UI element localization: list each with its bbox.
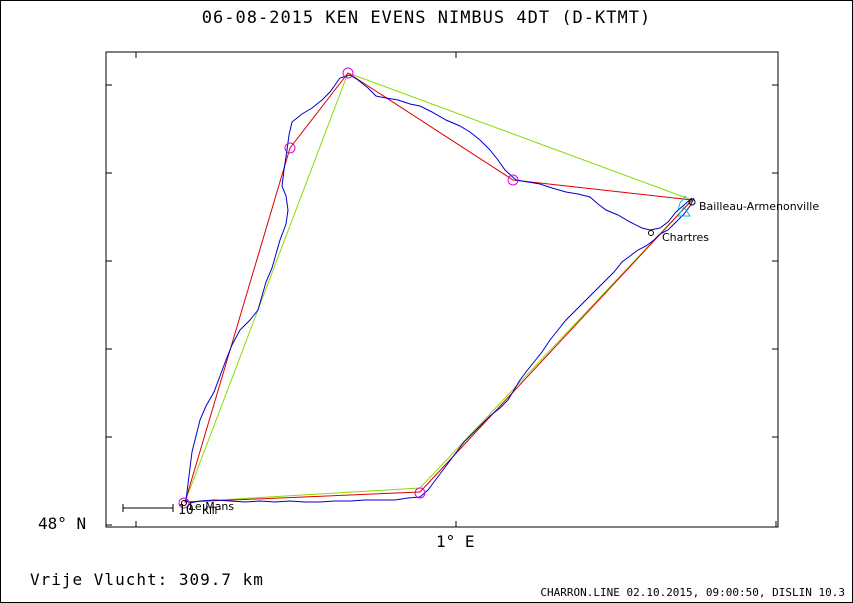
start-track xyxy=(677,195,687,211)
turnpoint-2 xyxy=(284,142,296,154)
turnpoint-1 xyxy=(342,67,354,79)
airfield-bailleau xyxy=(688,198,696,206)
start-marker xyxy=(677,206,691,217)
flight-track xyxy=(185,74,695,504)
credits-label: CHARRON.LINE 02.10.2015, 09:00:50, DISLI… xyxy=(540,586,845,599)
turnpoint-3 xyxy=(507,174,519,186)
axis-ticks-bottom xyxy=(135,521,777,527)
city-le-mans xyxy=(181,500,187,506)
airfield-markers xyxy=(181,198,696,506)
distance-label: Vrije Vlucht: 309.7 km xyxy=(30,570,264,589)
scale-bar xyxy=(122,504,174,512)
longitude-label: 1° E xyxy=(436,532,475,551)
turnpoint-4 xyxy=(414,487,426,499)
place-label-chartres: Chartres xyxy=(662,231,709,244)
latitude-label: 48° N xyxy=(38,514,87,533)
task-line-red xyxy=(184,72,693,503)
axis-ticks-right xyxy=(772,84,778,438)
map-plot-area xyxy=(105,51,779,528)
page-title: 06-08-2015 KEN EVENS NIMBUS 4DT (D-KTMT) xyxy=(201,8,652,28)
scale-label: 10 km xyxy=(178,503,217,518)
turnpoints xyxy=(178,67,519,509)
place-label-bailleau: Bailleau-Armenonville xyxy=(699,200,819,213)
place-label-le-mans: Le Mans xyxy=(189,500,234,513)
axis-ticks-left xyxy=(106,84,112,526)
axis-ticks-top xyxy=(135,52,457,58)
turnpoint-5 xyxy=(178,497,190,509)
city-chartres xyxy=(648,230,654,236)
task-line-green xyxy=(184,72,693,503)
